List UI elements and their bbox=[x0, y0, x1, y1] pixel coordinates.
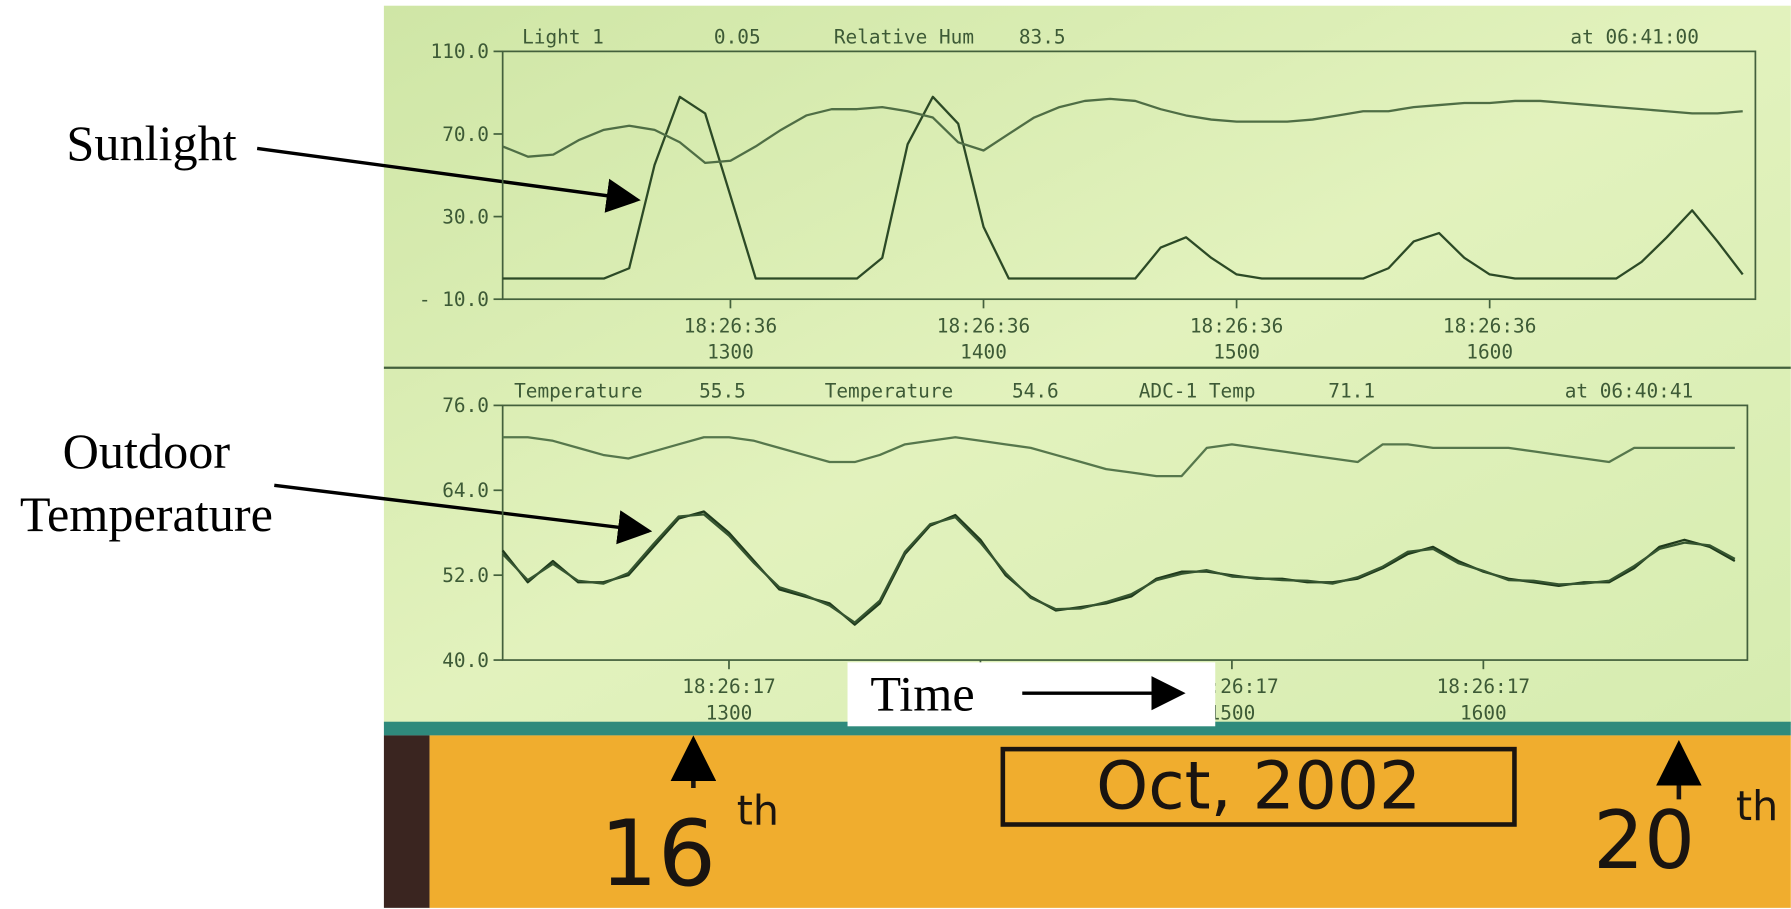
x-tick-time: 18:26:17 bbox=[1437, 675, 1530, 698]
series-line bbox=[501, 513, 1736, 624]
x-tick-time: 18:26:36 bbox=[684, 314, 777, 337]
series-name: ADC-1 Temp bbox=[1139, 379, 1256, 402]
series-name: Relative Hum bbox=[834, 25, 974, 48]
x-tick-label: 1400 bbox=[960, 341, 1007, 364]
series-reading: 71.1 bbox=[1328, 379, 1375, 402]
x-tick-label: 1300 bbox=[706, 701, 753, 724]
series-name: Temperature bbox=[825, 379, 954, 402]
x-tick-label: 1600 bbox=[1466, 341, 1513, 364]
handwriting: 16 th Oct, 2002 20 th bbox=[600, 735, 1778, 907]
series-line bbox=[502, 436, 1735, 478]
y-tick-label: 76.0 bbox=[442, 394, 489, 417]
annotation: Outdoor bbox=[63, 423, 231, 479]
hand-date: Oct, 2002 bbox=[1096, 748, 1421, 825]
series-line bbox=[502, 95, 1744, 280]
y-tick-label: 110.0 bbox=[431, 40, 489, 63]
hand-sup: th bbox=[1736, 782, 1778, 830]
y-tick-label: 52.0 bbox=[442, 564, 489, 587]
paper-card bbox=[429, 735, 1791, 908]
y-tick-label: 40.0 bbox=[442, 649, 489, 672]
series-reading: 54.6 bbox=[1012, 379, 1059, 402]
annotation: Sunlight bbox=[66, 115, 236, 171]
x-tick-label: 1500 bbox=[1213, 341, 1260, 364]
timestamp: at 06:41:00 bbox=[1570, 25, 1699, 48]
y-tick-label: - 10.0 bbox=[419, 288, 489, 311]
series-name: Light 1 bbox=[522, 25, 604, 48]
timestamp: at 06:40:41 bbox=[1565, 379, 1694, 402]
plot-frame bbox=[501, 50, 1757, 301]
hand-day: 20 bbox=[1593, 794, 1695, 887]
series-line bbox=[502, 97, 1743, 164]
hand-day: 16 bbox=[600, 800, 716, 907]
screen-edge bbox=[383, 721, 1791, 736]
annotation: Temperature bbox=[20, 486, 273, 542]
annotation-arrow bbox=[256, 146, 641, 213]
annotation-arrow bbox=[274, 483, 653, 545]
plot-frame bbox=[501, 404, 1749, 661]
series-reading: 0.05 bbox=[714, 25, 761, 48]
x-tick-label: 1500 bbox=[1209, 701, 1256, 724]
annotation: Time bbox=[870, 665, 974, 721]
dark-strip bbox=[383, 735, 430, 908]
x-tick-time: 18:26:36 bbox=[937, 314, 1030, 337]
hand-sup: th bbox=[737, 786, 779, 834]
x-tick-label: 1600 bbox=[1460, 701, 1507, 724]
screen bbox=[383, 5, 1791, 726]
x-tick-label: 1300 bbox=[707, 341, 754, 364]
series-reading: 55.5 bbox=[699, 379, 746, 402]
y-tick-label: 30.0 bbox=[442, 205, 489, 228]
hand-box bbox=[1000, 746, 1517, 827]
y-tick-label: 70.0 bbox=[442, 123, 489, 146]
x-tick-time: 18:26:36 bbox=[1443, 314, 1536, 337]
x-tick-time: 18:26:36 bbox=[1190, 314, 1283, 337]
series-reading: 83.5 bbox=[1019, 25, 1066, 48]
series-name: Temperature bbox=[514, 379, 643, 402]
x-tick-time: 18:26:17 bbox=[682, 675, 775, 698]
y-tick-label: 64.0 bbox=[442, 479, 489, 502]
